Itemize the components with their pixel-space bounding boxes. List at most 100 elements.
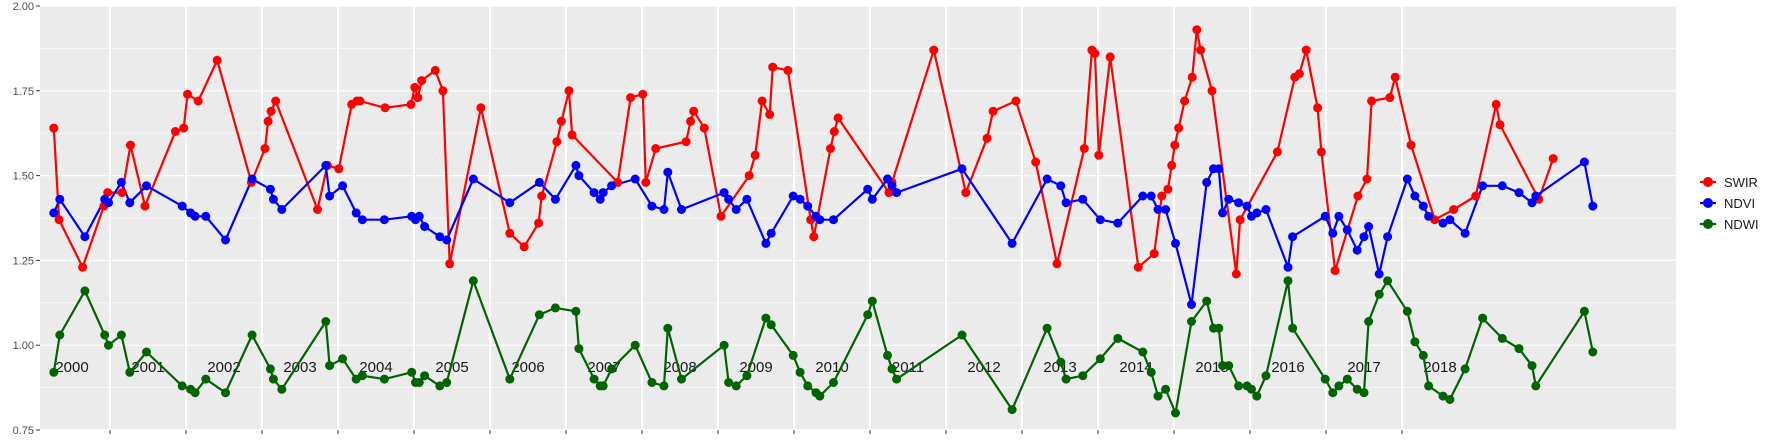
data-point-ndwi: [442, 378, 452, 387]
data-point-ndvi: [663, 167, 673, 177]
data-point-swir: [1491, 99, 1501, 109]
data-point-ndvi: [1410, 191, 1420, 201]
data-point-ndwi: [1579, 306, 1589, 316]
data-point-ndwi: [829, 378, 838, 387]
data-point-ndvi: [1061, 198, 1071, 208]
data-point-ndvi: [1234, 198, 1244, 208]
data-point-ndvi: [957, 164, 967, 174]
data-point-swir: [1471, 191, 1481, 201]
data-point-ndvi: [1283, 262, 1293, 272]
data-point-ndvi: [1056, 181, 1066, 191]
legend: SWIR NDVI NDWI: [1700, 175, 1759, 232]
data-point-ndwi: [1061, 374, 1071, 384]
data-point-ndwi: [407, 367, 417, 377]
data-point-ndvi: [647, 201, 657, 211]
data-point-ndwi: [177, 381, 187, 391]
data-point-ndvi: [142, 181, 151, 191]
data-point-swir: [380, 103, 390, 113]
data-point-swir: [1052, 259, 1062, 269]
y-tick-label: 1.00: [13, 340, 34, 352]
data-point-ndwi: [788, 350, 798, 360]
data-point-ndvi: [379, 215, 389, 225]
data-point-ndvi: [598, 188, 608, 198]
data-point-swir: [49, 123, 59, 133]
year-label: 2004: [359, 359, 392, 376]
data-point-swir: [170, 127, 180, 136]
year-label: 2017: [1347, 359, 1380, 376]
year-label: 2006: [511, 359, 544, 376]
data-point-ndvi: [1171, 238, 1180, 248]
data-point-swir: [140, 201, 150, 211]
data-point-swir: [929, 45, 939, 55]
data-point-ndvi: [788, 191, 798, 201]
data-point-swir: [757, 96, 767, 106]
data-point-swir: [1149, 249, 1159, 259]
data-point-ndwi: [1478, 313, 1488, 323]
data-point-ndwi: [719, 340, 729, 350]
data-point-ndwi: [435, 381, 445, 391]
data-point-ndvi: [1374, 269, 1384, 279]
data-point-ndvi: [265, 184, 275, 194]
data-point-ndvi: [125, 198, 135, 208]
data-point-ndwi: [1161, 384, 1171, 394]
data-point-swir: [556, 116, 566, 126]
data-point-ndvi: [1042, 174, 1052, 184]
data-point-swir: [982, 133, 992, 143]
data-point-ndwi: [887, 364, 897, 374]
data-point-ndvi: [829, 215, 838, 225]
data-point-ndvi: [268, 194, 278, 204]
data-point-ndwi: [1320, 374, 1330, 384]
data-point-ndwi: [1261, 371, 1271, 381]
data-point-swir: [1192, 25, 1202, 35]
data-point-ndwi: [630, 340, 640, 350]
data-point-ndwi: [1424, 381, 1434, 391]
data-point-ndwi: [1359, 388, 1369, 398]
data-point-ndvi: [49, 208, 59, 218]
data-point-swir: [505, 228, 515, 238]
data-point-swir: [681, 137, 691, 147]
data-point-ndvi: [104, 198, 113, 208]
year-label: 2001: [131, 359, 164, 376]
legend-label-ndvi: NDVI: [1724, 196, 1755, 211]
data-point-ndwi: [1383, 276, 1393, 286]
data-point-swir: [564, 86, 574, 96]
data-point-ndvi: [1531, 191, 1541, 201]
data-point-ndwi: [1171, 408, 1180, 418]
data-point-swir: [641, 177, 651, 187]
data-point-ndvi: [1218, 208, 1228, 218]
data-point-ndvi: [571, 160, 581, 170]
data-point-swir: [126, 140, 135, 150]
data-point-ndwi: [803, 381, 813, 391]
data-point-ndvi: [1418, 201, 1428, 211]
data-point-swir: [212, 55, 222, 65]
data-point-swir: [829, 127, 839, 136]
data-point-ndwi: [1056, 357, 1066, 367]
data-point-ndwi: [325, 361, 335, 371]
data-point-ndvi: [1383, 232, 1393, 242]
data-point-swir: [1090, 49, 1100, 58]
data-point-ndvi: [414, 211, 424, 221]
data-point-swir: [410, 82, 420, 92]
data-point-ndvi: [1261, 205, 1271, 214]
data-point-ndvi: [724, 194, 734, 204]
y-tick-label: 1.25: [13, 255, 34, 267]
data-point-ndwi: [892, 374, 902, 384]
data-point-ndvi: [1138, 191, 1148, 201]
data-point-ndwi: [1438, 391, 1448, 401]
data-point-swir: [884, 188, 894, 198]
data-point-ndwi: [1247, 384, 1256, 394]
data-point-ndvi: [357, 215, 367, 225]
data-point-ndwi: [247, 330, 257, 340]
data-point-ndwi: [598, 381, 608, 391]
data-point-swir: [567, 130, 577, 140]
data-point-ndvi: [1161, 205, 1171, 214]
data-point-ndvi: [80, 232, 90, 242]
data-point-ndvi: [325, 191, 335, 201]
data-point-ndwi: [265, 364, 275, 374]
data-point-ndwi: [1234, 381, 1244, 391]
data-point-ndvi: [1445, 215, 1455, 225]
data-point-ndwi: [957, 330, 967, 340]
data-point-ndwi: [420, 371, 430, 381]
data-point-swir: [1390, 72, 1400, 82]
data-point-ndwi: [55, 330, 65, 340]
